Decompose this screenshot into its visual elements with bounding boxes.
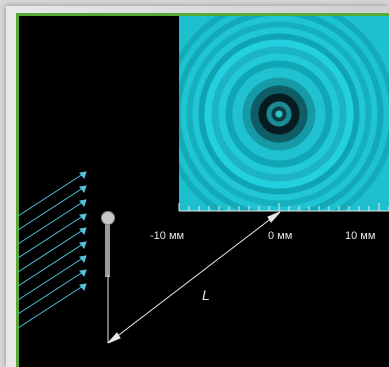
light-ray-arrowhead	[79, 255, 87, 264]
light-ray	[17, 227, 87, 273]
light-ray-arrowhead	[79, 171, 87, 180]
light-ray	[17, 255, 87, 301]
light-ray-arrowhead	[79, 213, 87, 222]
light-rays-icon	[17, 171, 87, 329]
distance-arrow	[107, 211, 281, 344]
light-ray	[17, 185, 87, 231]
light-ray	[17, 283, 87, 329]
light-ray	[17, 213, 87, 259]
scale-label-neg10: -10 мм	[150, 230, 185, 242]
scale-label-0: 0 мм	[268, 230, 293, 242]
scale-label-10: 10 мм	[345, 230, 376, 242]
scale-axis	[178, 203, 389, 212]
light-ray-arrowhead	[79, 241, 87, 250]
light-ray-arrowhead	[79, 199, 87, 208]
light-ray-arrowhead	[79, 227, 87, 236]
light-ray	[17, 241, 87, 287]
light-ray	[17, 171, 87, 217]
interference-pattern	[179, 16, 389, 211]
light-ray-arrowhead	[79, 185, 87, 194]
light-ray-arrowhead	[79, 283, 87, 292]
distance-label: L	[202, 287, 210, 303]
light-ray	[17, 199, 87, 245]
light-ray-arrowhead	[79, 269, 87, 278]
pinhole-pin-icon[interactable]	[101, 211, 115, 278]
light-ray	[17, 269, 87, 315]
